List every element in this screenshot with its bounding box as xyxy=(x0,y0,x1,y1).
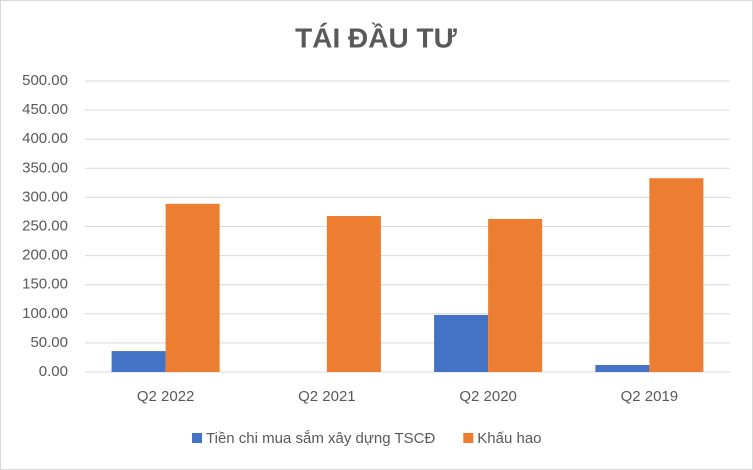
y-tick-label: 200.00 xyxy=(22,247,68,264)
y-tick-label: 500.00 xyxy=(22,72,68,89)
y-tick-label: 350.00 xyxy=(22,159,68,176)
x-tick-label: Q2 2021 xyxy=(298,388,356,405)
x-tick-label: Q2 2019 xyxy=(621,388,679,405)
y-tick-label: 50.00 xyxy=(30,334,68,351)
legend-swatch xyxy=(192,433,202,443)
y-tick-label: 400.00 xyxy=(22,130,68,147)
bar xyxy=(649,178,704,372)
legend-swatch xyxy=(463,433,474,443)
y-tick-label: 100.00 xyxy=(22,305,68,322)
bar xyxy=(434,314,489,372)
y-tick-label: 450.00 xyxy=(22,101,68,118)
x-tick-label: Q2 2020 xyxy=(459,388,517,405)
bar xyxy=(165,203,220,372)
y-tick-label: 0.00 xyxy=(39,363,68,380)
legend-label: Tiền chi mua sắm xây dựng TSCĐ xyxy=(206,430,435,447)
y-tick-label: 250.00 xyxy=(22,217,68,234)
y-tick-label: 300.00 xyxy=(22,188,68,205)
y-tick-label: 150.00 xyxy=(22,276,68,293)
bar xyxy=(488,218,543,372)
bar xyxy=(326,216,381,372)
bar xyxy=(111,351,166,372)
legend-label: Khấu hao xyxy=(477,430,541,447)
chart-title: TÁI ĐẦU TƯ xyxy=(295,22,457,53)
bar xyxy=(595,365,650,372)
x-tick-label: Q2 2022 xyxy=(137,388,195,405)
